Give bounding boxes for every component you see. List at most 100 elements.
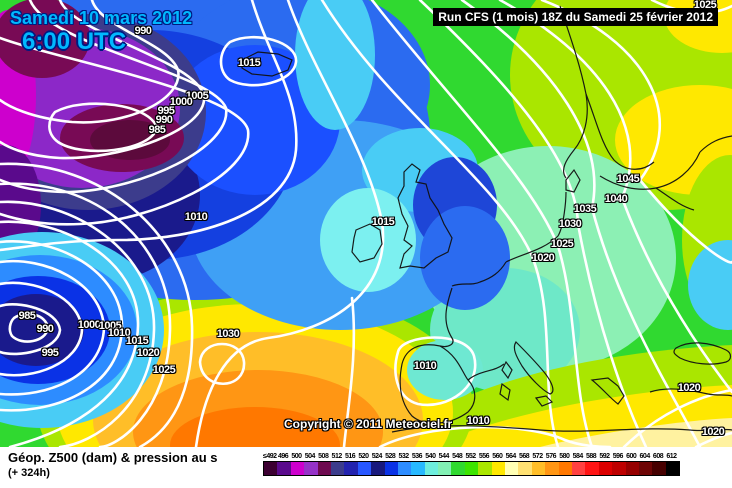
pressure-label: 995 bbox=[157, 105, 175, 117]
legend-value: 612 bbox=[666, 453, 677, 460]
pressure-label: 1035 bbox=[573, 203, 597, 215]
legend-value: 588 bbox=[585, 453, 597, 460]
pressure-label: 985 bbox=[18, 310, 36, 322]
legend-value: 540 bbox=[425, 453, 436, 460]
legend-value: 576 bbox=[545, 453, 557, 460]
legend-value: 572 bbox=[532, 453, 543, 460]
valid-date-text: Samedi 10 mars 2012 bbox=[10, 8, 193, 28]
legend-value: 580 bbox=[559, 453, 570, 460]
pressure-label: 1040 bbox=[604, 193, 628, 205]
pressure-label: 1030 bbox=[558, 218, 582, 230]
legend-value: 596 bbox=[612, 453, 624, 460]
legend-color-swatch bbox=[478, 462, 492, 475]
pressure-label: 1025 bbox=[152, 364, 176, 376]
pressure-label: 1005 bbox=[185, 90, 209, 102]
legend-color-swatch bbox=[545, 462, 559, 475]
pressure-label: 1025 bbox=[693, 0, 717, 11]
legend-color-swatch bbox=[451, 462, 465, 475]
legend-color-swatch bbox=[558, 462, 572, 475]
legend-value: ≤492 bbox=[263, 453, 277, 460]
pressure-label: 1000 bbox=[169, 96, 193, 108]
legend-color-swatch bbox=[330, 462, 345, 475]
legend-color-swatch bbox=[438, 462, 452, 475]
run-info-banner: Run CFS (1 mois) 18Z du Samedi 25 févrie… bbox=[433, 8, 718, 26]
legend-value: 524 bbox=[371, 453, 383, 460]
legend-value: 608 bbox=[652, 453, 664, 460]
pressure-label: 1025 bbox=[550, 238, 574, 250]
legend-value: 520 bbox=[358, 453, 369, 460]
copyright-text: Copyright © 2011 Meteociel.fr bbox=[284, 417, 453, 431]
legend-value: 544 bbox=[438, 453, 450, 460]
legend-color-swatch bbox=[304, 462, 318, 475]
legend-color-swatch bbox=[397, 462, 412, 475]
pressure-label: 1015 bbox=[237, 57, 261, 69]
legend-color-swatch bbox=[277, 462, 291, 475]
legend-value: 496 bbox=[277, 453, 289, 460]
legend-value: 536 bbox=[411, 453, 423, 460]
legend-value: 556 bbox=[478, 453, 490, 460]
legend-color-swatch bbox=[411, 462, 425, 475]
legend-value: 528 bbox=[385, 453, 396, 460]
pressure-label: 1045 bbox=[616, 173, 640, 185]
pressure-label: 1010 bbox=[184, 211, 208, 223]
legend-value: 500 bbox=[291, 453, 302, 460]
valid-time-text: 6:00 UTC bbox=[22, 28, 127, 55]
legend-color-swatch bbox=[491, 462, 506, 475]
legend-color-swatch bbox=[290, 462, 305, 475]
legend-color-swatch bbox=[612, 462, 626, 475]
pressure-label: 1020 bbox=[531, 252, 555, 264]
legend-color-swatch bbox=[571, 462, 586, 475]
legend-value: 568 bbox=[519, 453, 530, 460]
pressure-label: 990 bbox=[155, 114, 173, 126]
map-caption: Géop. Z500 (dam) & pression au s (+ 324h… bbox=[8, 450, 264, 479]
legend-value: 560 bbox=[492, 453, 503, 460]
legend-color-swatch bbox=[598, 462, 613, 475]
legend-color-swatch bbox=[264, 462, 278, 475]
legend-swatches-row bbox=[263, 461, 681, 476]
legend-value: 604 bbox=[639, 453, 651, 460]
legend-value: 592 bbox=[599, 453, 610, 460]
legend-color-swatch bbox=[652, 462, 666, 475]
legend-color-swatch bbox=[371, 462, 385, 475]
legend-value: 532 bbox=[398, 453, 410, 460]
pressure-label: 985 bbox=[148, 124, 166, 136]
legend-value: 584 bbox=[572, 453, 584, 460]
legend-color-swatch bbox=[424, 462, 439, 475]
legend-value: 504 bbox=[304, 453, 316, 460]
legend-color-swatch bbox=[384, 462, 398, 475]
pressure-label: 1030 bbox=[216, 328, 240, 340]
legend-values-row: ≤492 496 500 504 508 512 516 520 524 528 532 536 540… bbox=[263, 452, 680, 461]
color-scale-legend: ≤492 496 500 504 508 512 516 520 524 528 532 536 540… bbox=[263, 452, 681, 476]
map-canvas: 990 1015 1005 1000 995 990 985 1010 1015 1025 985 9… bbox=[0, 0, 732, 447]
caption-lead-time: (+ 324h) bbox=[8, 467, 50, 479]
legend-value: 552 bbox=[465, 453, 476, 460]
pressure-label: 1015 bbox=[125, 335, 149, 347]
legend-color-swatch bbox=[518, 462, 532, 475]
legend-color-swatch bbox=[585, 462, 599, 475]
pressure-label: 1000 bbox=[77, 319, 101, 331]
legend-color-swatch bbox=[638, 462, 653, 475]
footer-panel: Géop. Z500 (dam) & pression au s (+ 324h… bbox=[0, 447, 732, 488]
legend-color-swatch bbox=[531, 462, 546, 475]
legend-value: 564 bbox=[505, 453, 517, 460]
pressure-label: 995 bbox=[41, 347, 59, 359]
pressure-label: 1020 bbox=[136, 347, 160, 359]
caption-title: Géop. Z500 (dam) & pression au s bbox=[8, 450, 218, 465]
legend-value: 600 bbox=[626, 453, 637, 460]
geopotential-field-graphic bbox=[0, 0, 732, 447]
pressure-label: 1020 bbox=[701, 426, 725, 438]
legend-color-swatch bbox=[505, 462, 519, 475]
legend-value: 512 bbox=[331, 453, 343, 460]
pressure-label: 1010 bbox=[107, 327, 131, 339]
pressure-label: 990 bbox=[134, 25, 152, 37]
pressure-label: 990 bbox=[36, 323, 54, 335]
pressure-label: 1010 bbox=[413, 360, 437, 372]
legend-color-swatch bbox=[464, 462, 479, 475]
legend-value: 516 bbox=[344, 453, 356, 460]
pressure-label: 1015 bbox=[371, 216, 395, 228]
legend-color-swatch bbox=[665, 462, 680, 475]
legend-color-swatch bbox=[317, 462, 331, 475]
pressure-label: 1020 bbox=[677, 382, 701, 394]
pressure-label: 1005 bbox=[98, 320, 122, 332]
